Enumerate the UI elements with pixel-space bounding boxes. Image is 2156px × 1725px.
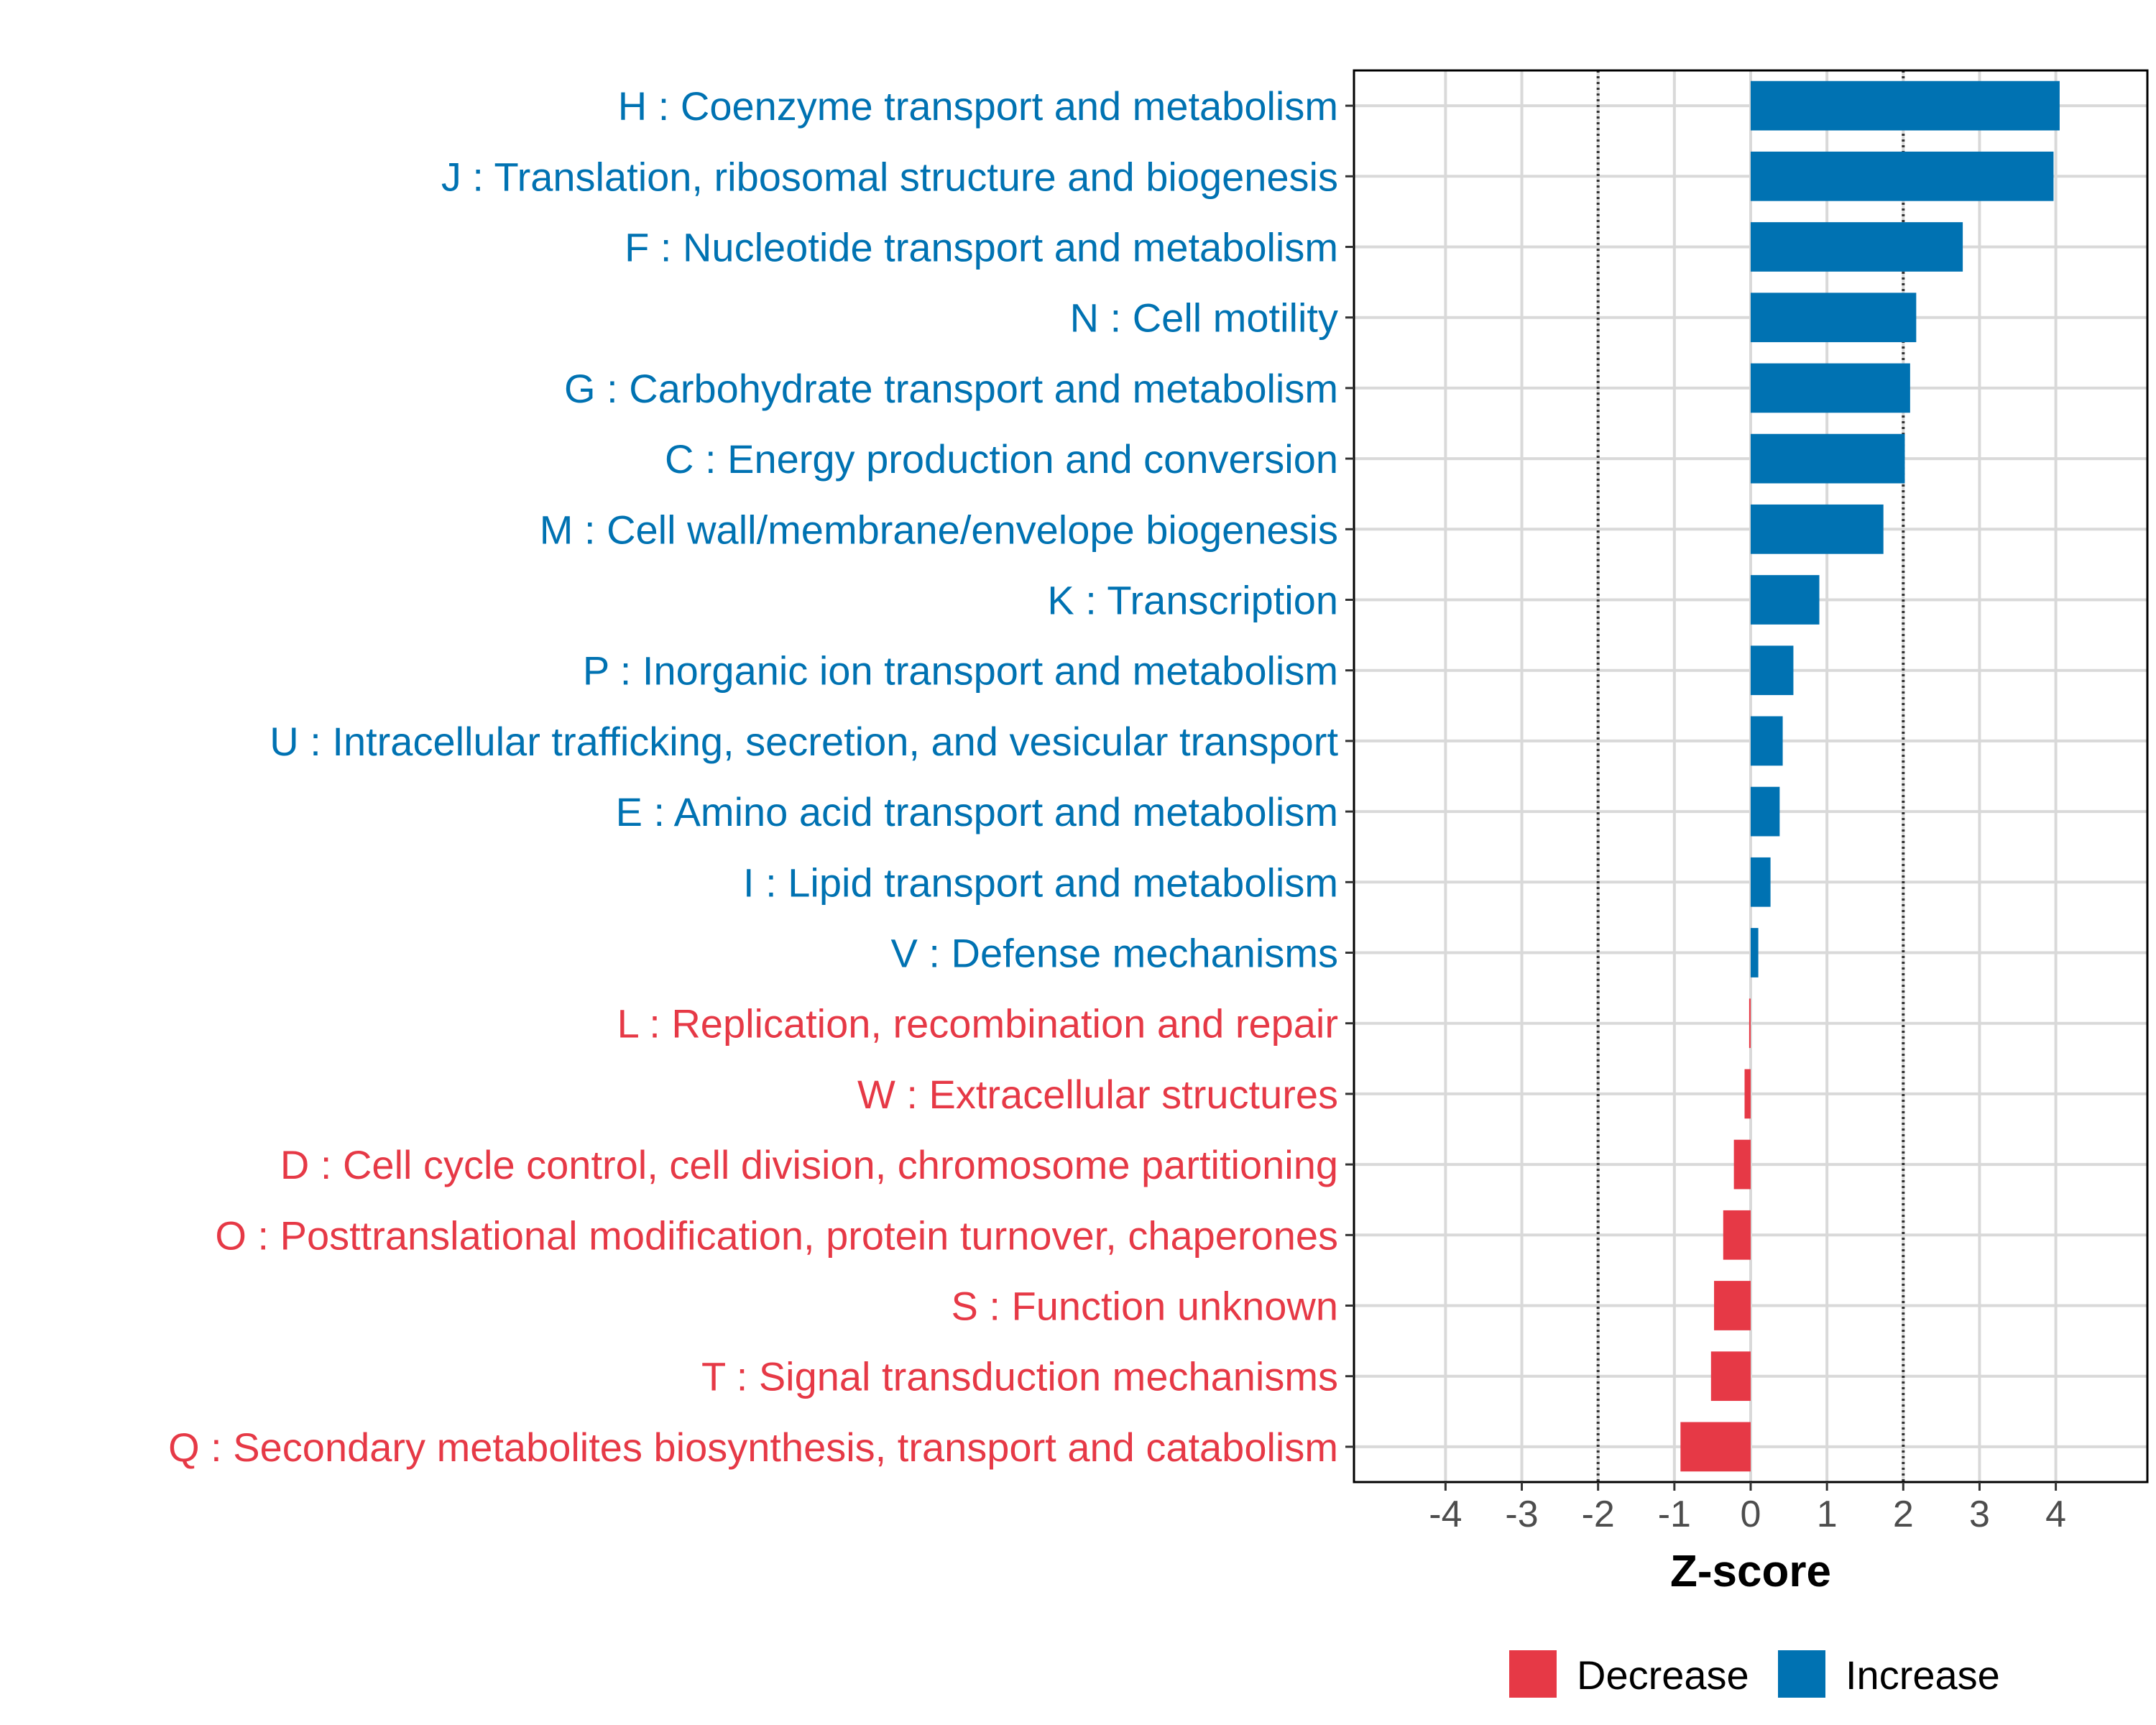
category-label: F : Nucleotide transport and metabolism	[625, 225, 1338, 270]
bar	[1751, 293, 1917, 343]
legend-label-decrease: Decrease	[1577, 1652, 1749, 1698]
x-tick-label: -3	[1505, 1494, 1538, 1535]
bar	[1714, 1281, 1751, 1330]
bar	[1751, 363, 1910, 413]
legend: Decrease Increase	[1509, 1650, 2000, 1698]
bar	[1751, 504, 1884, 554]
bars	[1680, 80, 2060, 1472]
category-label: O : Posttranslational modification, prot…	[215, 1213, 1338, 1258]
category-label: Q : Secondary metabolites biosynthesis, …	[168, 1425, 1338, 1470]
legend-swatch-decrease	[1509, 1650, 1557, 1698]
category-label: E : Amino acid transport and metabolism	[616, 789, 1338, 834]
x-tick-label: 2	[1893, 1494, 1914, 1535]
category-label: T : Signal transduction mechanisms	[701, 1354, 1338, 1399]
legend-swatch-increase	[1778, 1650, 1825, 1698]
bar	[1751, 575, 1820, 625]
category-label: H : Coenzyme transport and metabolism	[618, 83, 1338, 129]
bar	[1751, 80, 2060, 131]
x-tick-label: -2	[1582, 1494, 1615, 1535]
category-label: D : Cell cycle control, cell division, c…	[280, 1142, 1338, 1187]
y-axis: H : Coenzyme transport and metabolism J :…	[168, 83, 1354, 1470]
bar	[1733, 1139, 1751, 1190]
bar	[1744, 1069, 1751, 1119]
category-label: M : Cell wall/membrane/envelope biogenes…	[540, 507, 1338, 552]
bar	[1751, 151, 2054, 201]
x-axis-title: Z-score	[1670, 1547, 1831, 1596]
legend-label-increase: Increase	[1846, 1652, 2000, 1698]
category-label: S : Function unknown	[951, 1284, 1338, 1329]
category-label: P : Inorganic ion transport and metaboli…	[583, 648, 1338, 694]
category-label: I : Lipid transport and metabolism	[743, 860, 1338, 905]
category-label: L : Replication, recombination and repai…	[617, 1001, 1338, 1046]
x-tick-label: 0	[1741, 1494, 1761, 1535]
bar	[1723, 1210, 1751, 1260]
category-label: J : Translation, ribosomal structure and…	[441, 154, 1338, 199]
category-label: K : Transcription	[1047, 578, 1338, 623]
bar	[1749, 998, 1751, 1049]
category-label: W : Extracellular structures	[857, 1072, 1338, 1117]
category-label: U : Intracellular trafficking, secretion…	[270, 719, 1338, 764]
bar	[1751, 222, 1963, 272]
bar	[1710, 1351, 1751, 1402]
bar	[1751, 645, 1794, 696]
category-label: N : Cell motility	[1070, 295, 1338, 341]
x-tick-label: 1	[1817, 1494, 1838, 1535]
bar	[1751, 433, 1905, 484]
x-tick-label: 4	[2045, 1494, 2066, 1535]
category-label: C : Energy production and conversion	[665, 436, 1338, 482]
x-axis: -4 -3 -2 -1 0 1 2 3 4	[1429, 1482, 2066, 1535]
bar	[1751, 786, 1780, 837]
category-label: V : Defense mechanisms	[891, 931, 1338, 976]
x-tick-label: 3	[1969, 1494, 1990, 1535]
bar	[1751, 857, 1771, 907]
bar	[1751, 928, 1759, 978]
x-tick-label: -1	[1658, 1494, 1691, 1535]
category-label: G : Carbohydrate transport and metabolis…	[564, 366, 1338, 411]
bar	[1751, 716, 1783, 766]
x-tick-label: -4	[1429, 1494, 1462, 1535]
bar	[1680, 1422, 1751, 1472]
